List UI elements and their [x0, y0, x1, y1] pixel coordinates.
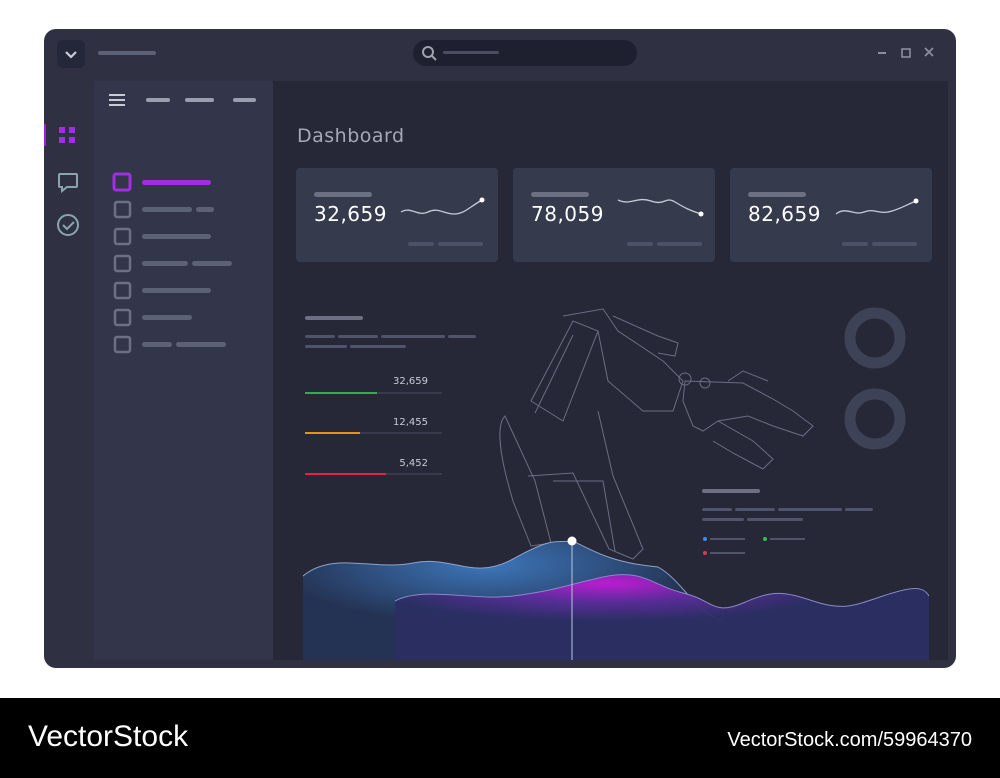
- card-label: [531, 192, 589, 197]
- chat-icon[interactable]: [58, 173, 78, 194]
- restore[interactable]: [901, 48, 911, 58]
- icon-rail: [44, 124, 79, 236]
- close[interactable]: [924, 47, 934, 57]
- sparkline: [835, 198, 919, 246]
- highlight-point[interactable]: [567, 536, 577, 546]
- legend-dots: [703, 537, 767, 555]
- window-title-placeholder: [98, 51, 156, 55]
- checklist: [112, 172, 232, 354]
- donut-charts: [844, 307, 906, 450]
- progress-value: 5,452: [399, 458, 428, 469]
- app-window: Dashboard 32,659 78,059 82,659: [44, 29, 956, 668]
- checkboxes[interactable]: [113, 200, 132, 354]
- progress-value: 32,659: [393, 376, 428, 387]
- item-labels: [142, 207, 232, 347]
- hamburger-icon[interactable]: [109, 94, 125, 106]
- window-controls: [878, 47, 934, 58]
- sparkline: [617, 198, 704, 246]
- active-indicator: [44, 124, 46, 146]
- analytics-illustration: [302, 307, 930, 660]
- robot-arm: [499, 308, 814, 560]
- stat-card[interactable]: 32,659: [296, 168, 498, 262]
- side-panel-content: [109, 94, 256, 354]
- watermark-brand: VectorStock: [28, 720, 189, 753]
- progress-value: 12,455: [393, 417, 428, 428]
- search-placeholder: [443, 51, 499, 54]
- menu-button[interactable]: [57, 40, 85, 68]
- checkbox-active[interactable]: [112, 172, 132, 192]
- area-chart: [302, 536, 930, 660]
- stat-card[interactable]: 82,659: [730, 168, 932, 262]
- stat-value: 32,659: [314, 202, 387, 226]
- item-label: [142, 180, 211, 185]
- sparkline: [400, 197, 485, 246]
- chevron-icon: [65, 51, 77, 59]
- card-label: [314, 192, 372, 197]
- check-icon[interactable]: [57, 214, 79, 236]
- watermark-id: VectorStock.com/59964370: [727, 729, 972, 751]
- card-label: [748, 192, 806, 197]
- side-panel: [94, 81, 273, 660]
- stat-value: 78,059: [531, 202, 604, 226]
- search-box[interactable]: [413, 40, 637, 66]
- page-title: Dashboard: [297, 125, 405, 147]
- stat-card[interactable]: 78,059: [513, 168, 715, 262]
- progress-bars: [305, 392, 442, 475]
- main-content: Dashboard 32,659 78,059 82,659: [273, 81, 948, 660]
- dashboard-icon[interactable]: [59, 127, 75, 143]
- stat-value: 82,659: [748, 202, 821, 226]
- search-icon: [422, 46, 437, 61]
- text-placeholders: [305, 316, 873, 554]
- watermark-bar: VectorStock VectorStock.com/59964370: [0, 698, 1000, 778]
